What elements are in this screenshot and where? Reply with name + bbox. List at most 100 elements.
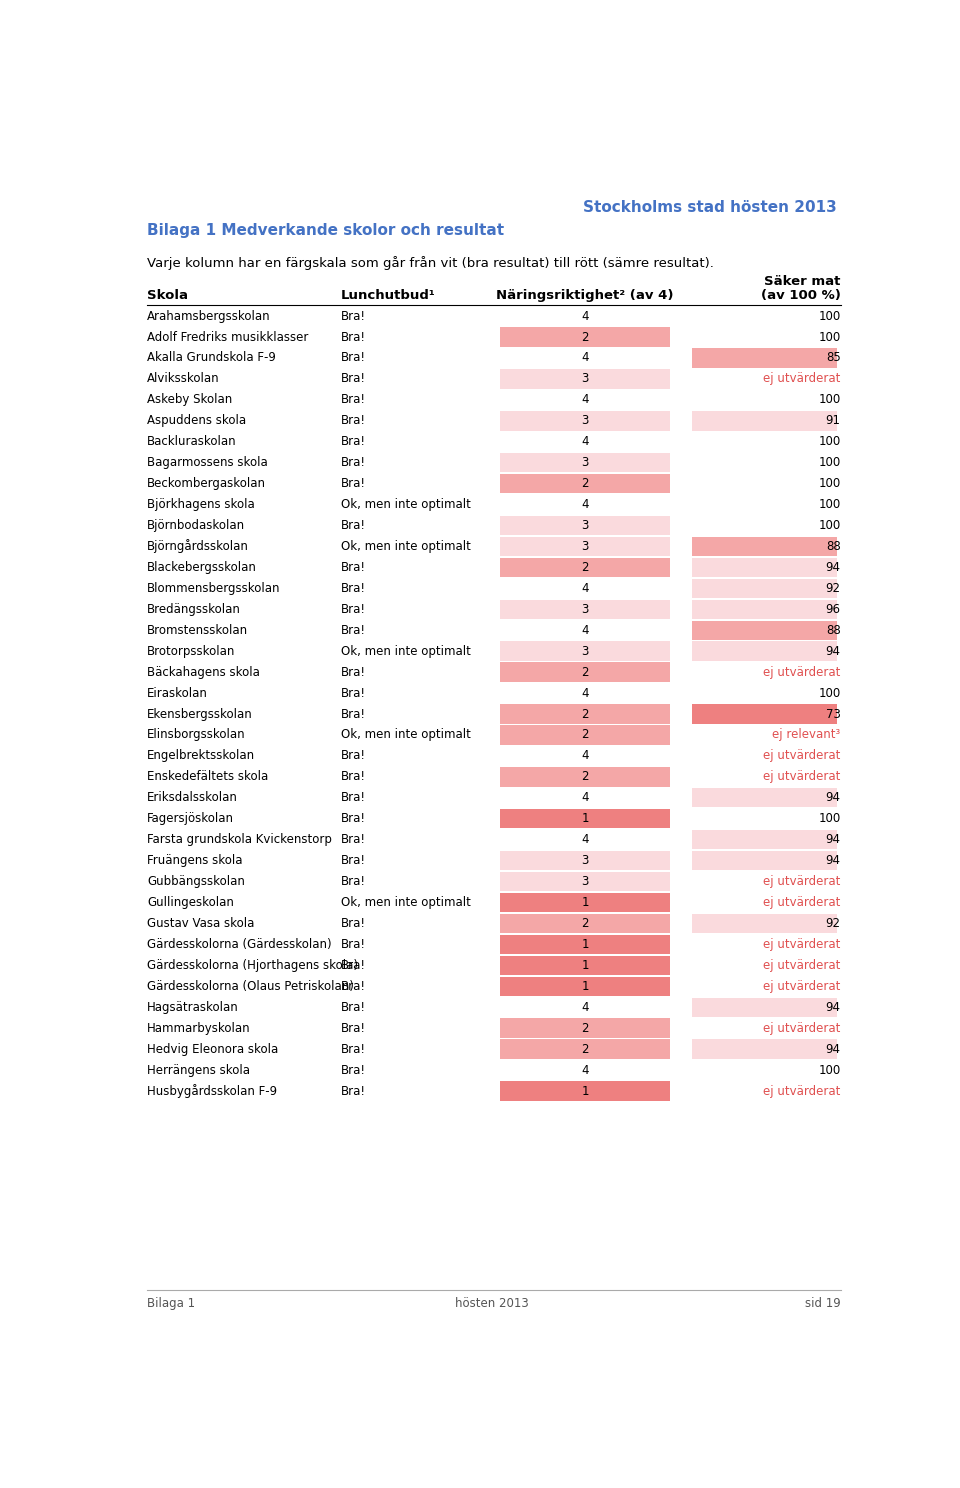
Text: Blackebergsskolan: Blackebergsskolan <box>147 561 257 574</box>
Text: Bra!: Bra! <box>341 686 366 699</box>
Text: 4: 4 <box>581 623 588 637</box>
Text: Bra!: Bra! <box>341 519 366 533</box>
Text: ej utvärderat: ej utvärderat <box>763 958 841 972</box>
Bar <box>500 955 670 975</box>
Text: 1: 1 <box>581 937 588 951</box>
Text: Bra!: Bra! <box>341 707 366 720</box>
Bar <box>500 558 670 577</box>
Text: Arahamsbergsskolan: Arahamsbergsskolan <box>147 310 271 323</box>
Text: 100: 100 <box>819 457 841 469</box>
Text: Bagarmossens skola: Bagarmossens skola <box>147 457 268 469</box>
Text: Bra!: Bra! <box>341 1043 366 1055</box>
Text: Ok, men inte optimalt: Ok, men inte optimalt <box>341 498 470 510</box>
Bar <box>500 537 670 557</box>
Text: Bra!: Bra! <box>341 310 366 323</box>
Text: Bra!: Bra! <box>341 1064 366 1076</box>
Text: Bra!: Bra! <box>341 1085 366 1098</box>
Text: 100: 100 <box>819 1064 841 1076</box>
Text: Bra!: Bra! <box>341 561 366 574</box>
Text: Hedvig Eleonora skola: Hedvig Eleonora skola <box>147 1043 278 1055</box>
Text: 94: 94 <box>826 792 841 805</box>
Text: ej utvärderat: ej utvärderat <box>763 979 841 992</box>
Text: Bra!: Bra! <box>341 792 366 805</box>
Text: Bra!: Bra! <box>341 833 366 847</box>
Text: Akalla Grundskola F-9: Akalla Grundskola F-9 <box>147 351 276 365</box>
Text: Bra!: Bra! <box>341 623 366 637</box>
Text: 2: 2 <box>581 561 588 574</box>
Text: 1: 1 <box>581 896 588 909</box>
Text: 4: 4 <box>581 351 588 365</box>
Bar <box>692 558 837 577</box>
Bar <box>692 579 837 598</box>
Text: 85: 85 <box>826 351 841 365</box>
Text: 4: 4 <box>581 833 588 847</box>
Text: Bra!: Bra! <box>341 372 366 385</box>
Bar <box>500 1018 670 1039</box>
Text: 4: 4 <box>581 1064 588 1076</box>
Text: 3: 3 <box>582 854 588 868</box>
Text: Stockholms stad hösten 2013: Stockholms stad hösten 2013 <box>583 199 837 216</box>
Bar <box>500 1040 670 1059</box>
Bar <box>692 789 837 808</box>
Text: (av 100 %): (av 100 %) <box>761 289 841 302</box>
Text: Bromstensskolan: Bromstensskolan <box>147 623 249 637</box>
Text: Bra!: Bra! <box>341 937 366 951</box>
Bar <box>500 768 670 787</box>
Text: Bra!: Bra! <box>341 603 366 616</box>
Text: Varje kolumn har en färgskala som går från vit (bra resultat) till rött (sämre r: Varje kolumn har en färgskala som går fr… <box>147 256 714 269</box>
Text: ej utvärderat: ej utvärderat <box>763 937 841 951</box>
Bar <box>500 934 670 954</box>
Bar <box>500 641 670 661</box>
Text: Bilaga 1 Medverkande skolor och resultat: Bilaga 1 Medverkande skolor och resultat <box>147 223 504 238</box>
Text: 2: 2 <box>581 707 588 720</box>
Text: 100: 100 <box>819 686 841 699</box>
Bar <box>500 704 670 723</box>
Text: 3: 3 <box>582 540 588 554</box>
Bar <box>500 1082 670 1101</box>
Bar <box>692 537 837 557</box>
Text: 100: 100 <box>819 310 841 323</box>
Text: Bra!: Bra! <box>341 351 366 365</box>
Text: Bra!: Bra! <box>341 414 366 427</box>
Text: Husbygårdsskolan F-9: Husbygårdsskolan F-9 <box>147 1085 277 1098</box>
Text: Engelbrektsskolan: Engelbrektsskolan <box>147 750 255 762</box>
Bar <box>692 1040 837 1059</box>
Text: Enskedefältets skola: Enskedefältets skola <box>147 771 269 783</box>
Text: Bredängsskolan: Bredängsskolan <box>147 603 241 616</box>
Bar <box>500 914 670 933</box>
Text: 4: 4 <box>581 750 588 762</box>
Text: Herrängens skola: Herrängens skola <box>147 1064 251 1076</box>
Text: ej utvärderat: ej utvärderat <box>763 771 841 783</box>
Text: Fruängens skola: Fruängens skola <box>147 854 243 868</box>
Text: Bra!: Bra! <box>341 958 366 972</box>
Text: ej utvärderat: ej utvärderat <box>763 1085 841 1098</box>
Text: 2: 2 <box>581 665 588 679</box>
Text: 2: 2 <box>581 917 588 930</box>
Text: Beckombergaskolan: Beckombergaskolan <box>147 478 266 490</box>
Text: Ok, men inte optimalt: Ok, men inte optimalt <box>341 540 470 554</box>
Text: 4: 4 <box>581 310 588 323</box>
Text: Bra!: Bra! <box>341 771 366 783</box>
Text: Bra!: Bra! <box>341 665 366 679</box>
Text: Bra!: Bra! <box>341 393 366 406</box>
Text: Alviksskolan: Alviksskolan <box>147 372 220 385</box>
Text: 3: 3 <box>582 414 588 427</box>
Text: 2: 2 <box>581 1022 588 1034</box>
Text: 3: 3 <box>582 372 588 385</box>
Text: 94: 94 <box>826 1001 841 1013</box>
Text: 4: 4 <box>581 686 588 699</box>
Text: Säker mat: Säker mat <box>764 275 841 287</box>
Text: Bra!: Bra! <box>341 436 366 448</box>
Text: Bäckahagens skola: Bäckahagens skola <box>147 665 260 679</box>
Text: 94: 94 <box>826 1043 841 1055</box>
Text: ej utvärderat: ej utvärderat <box>763 875 841 888</box>
Bar <box>692 348 837 368</box>
Text: 100: 100 <box>819 330 841 344</box>
Bar <box>692 704 837 723</box>
Text: 2: 2 <box>581 1043 588 1055</box>
Text: 3: 3 <box>582 644 588 658</box>
Text: Gärdesskolorna (Hjorthagens skola): Gärdesskolorna (Hjorthagens skola) <box>147 958 358 972</box>
Bar <box>692 641 837 661</box>
Text: Gustav Vasa skola: Gustav Vasa skola <box>147 917 254 930</box>
Text: 94: 94 <box>826 833 841 847</box>
